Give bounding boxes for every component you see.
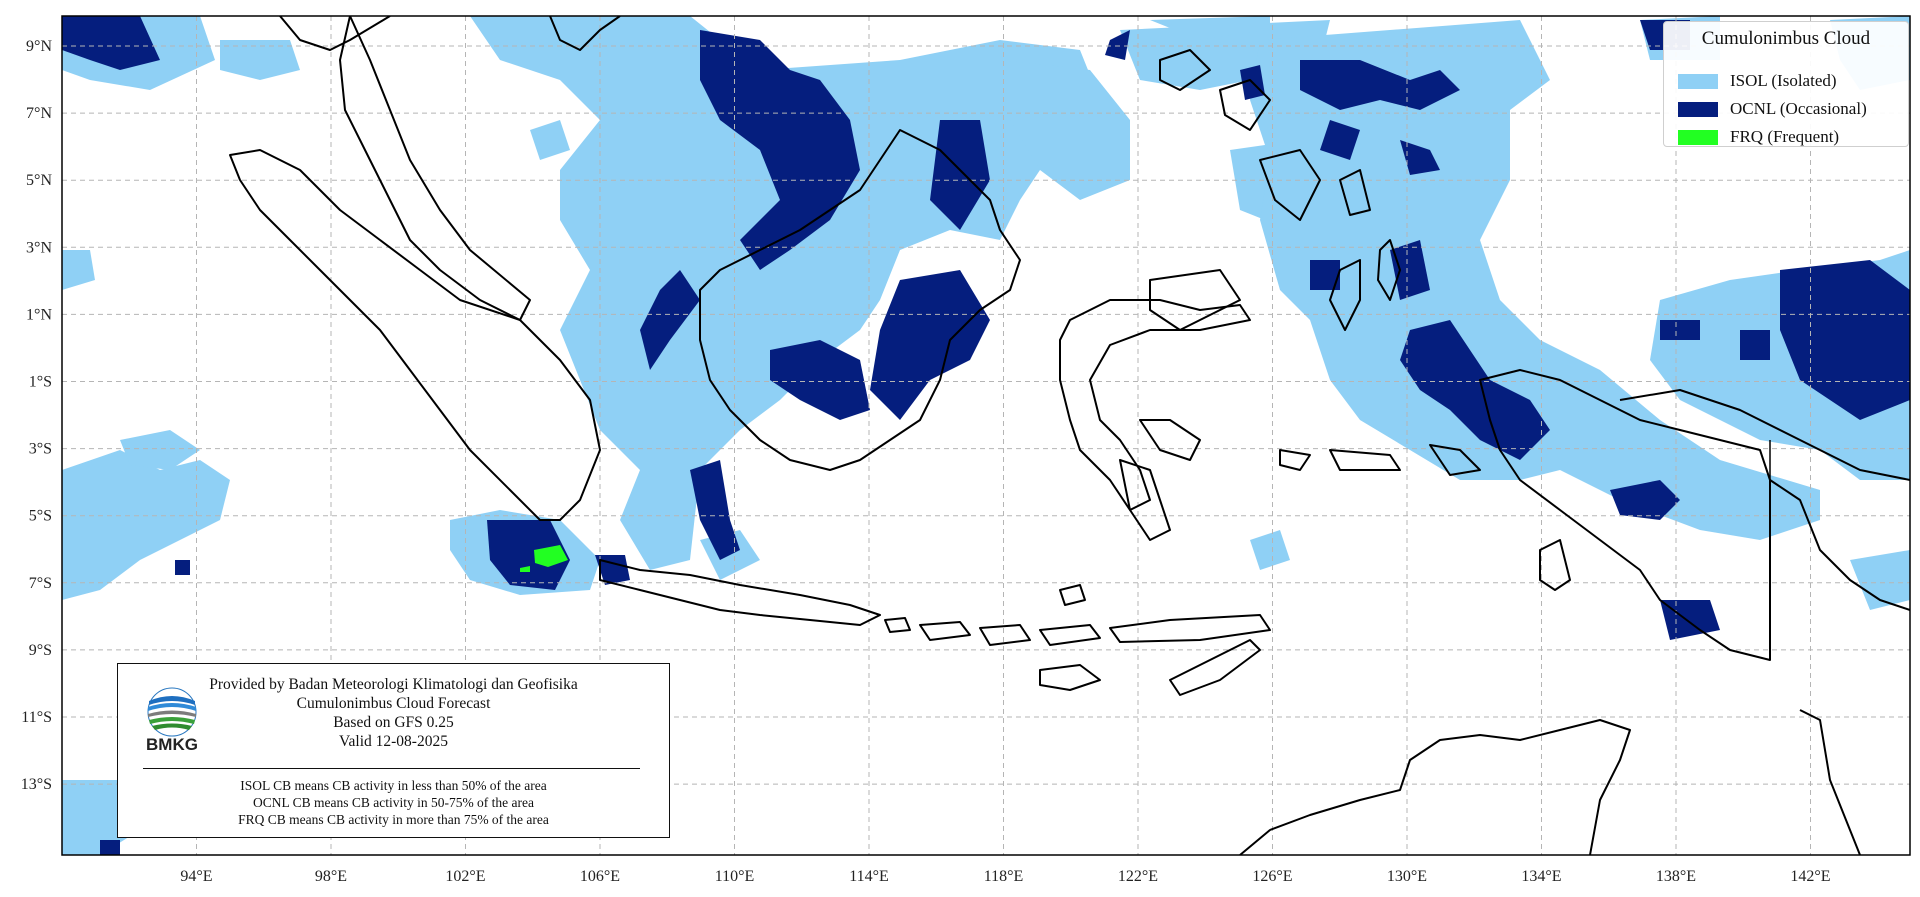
note-ocnl: OCNL CB means CB activity in 50-75% of t… <box>252 795 535 810</box>
legend-label-ocnl: OCNL (Occasional) <box>1730 99 1867 118</box>
lon-tick-label: 126°E <box>1252 868 1292 885</box>
legend-item-isol: ISOL (Isolated) <box>1678 70 1837 92</box>
divider <box>143 768 640 769</box>
logo-text: BMKG <box>146 735 198 754</box>
note-frq: FRQ CB means CB activity in more than 75… <box>238 812 549 827</box>
bmkg-emblem-icon <box>147 687 197 737</box>
lat-tick-label: 3°N <box>26 239 52 256</box>
lon-tick-label: 110°E <box>715 868 755 885</box>
lon-tick-label: 118°E <box>984 868 1024 885</box>
lon-tick-label: 134°E <box>1521 868 1561 885</box>
map-frame <box>61 15 1911 856</box>
lon-tick-label: 130°E <box>1387 868 1427 885</box>
legend-swatch-frq <box>1678 129 1718 145</box>
lon-tick-label: 122°E <box>1118 868 1158 885</box>
lat-tick-label: 9°N <box>26 38 52 55</box>
lat-tick-label: 7°S <box>29 575 52 592</box>
lon-tick-label: 138°E <box>1656 868 1696 885</box>
lat-tick-label: 13°S <box>21 776 52 793</box>
ocnl-areas <box>62 16 1910 855</box>
lat-tick-label: 5°N <box>26 172 52 189</box>
note-isol: ISOL CB means CB activity in less than 5… <box>240 778 547 793</box>
legend-swatch-ocnl <box>1678 101 1718 117</box>
product-line: Cumulonimbus Cloud Forecast <box>296 695 491 712</box>
lat-tick-label: 9°S <box>29 642 52 659</box>
lat-tick-label: 3°S <box>29 441 52 458</box>
provider-line: Provided by Badan Meteorologi Klimatolog… <box>209 676 578 693</box>
lat-tick-label: 1°S <box>29 374 52 391</box>
lon-tick-label: 106°E <box>580 868 620 885</box>
graticule <box>62 16 1910 855</box>
lon-tick-label: 142°E <box>1790 868 1830 885</box>
lon-tick-label: 94°E <box>180 868 212 885</box>
bmkg-logo: BMKG <box>141 687 203 759</box>
valid-date: Valid 12-08-2025 <box>339 733 448 750</box>
lat-tick-label: 1°N <box>26 306 52 323</box>
legend-label-frq: FRQ (Frequent) <box>1730 127 1840 146</box>
model-line: Based on GFS 0.25 <box>333 714 454 731</box>
legend-title: Cumulonimbus Cloud <box>1701 28 1871 49</box>
lon-tick-label: 114°E <box>849 868 889 885</box>
longitude-labels: 94°E 98°E 102°E 106°E 110°E 114°E 118°E 122°E 12… <box>180 868 1830 885</box>
latitude-labels: 9°N 7°N 5°N 3°N 1°N 1°S 3°S 5°S 7°S 9°S 11°S 13°S <box>21 38 53 793</box>
lat-tick-label: 7°N <box>26 105 52 122</box>
lon-tick-label: 98°E <box>315 868 347 885</box>
info-box: BMKG Provided by Badan Meteorologi Klima… <box>117 663 670 838</box>
legend-item-ocnl: OCNL (Occasional) <box>1678 98 1867 120</box>
legend-label-isol: ISOL (Isolated) <box>1730 71 1837 90</box>
frq-areas <box>520 545 568 572</box>
coastlines <box>229 16 1910 855</box>
legend-swatch-isol <box>1678 73 1718 89</box>
legend-item-frq: FRQ (Frequent) <box>1678 126 1839 148</box>
lon-tick-label: 102°E <box>445 868 485 885</box>
lat-tick-label: 5°S <box>29 508 52 525</box>
map-legend: Cumulonimbus Cloud ISOL (Isolated) OCNL … <box>1663 21 1909 147</box>
lat-tick-label: 11°S <box>21 709 52 726</box>
